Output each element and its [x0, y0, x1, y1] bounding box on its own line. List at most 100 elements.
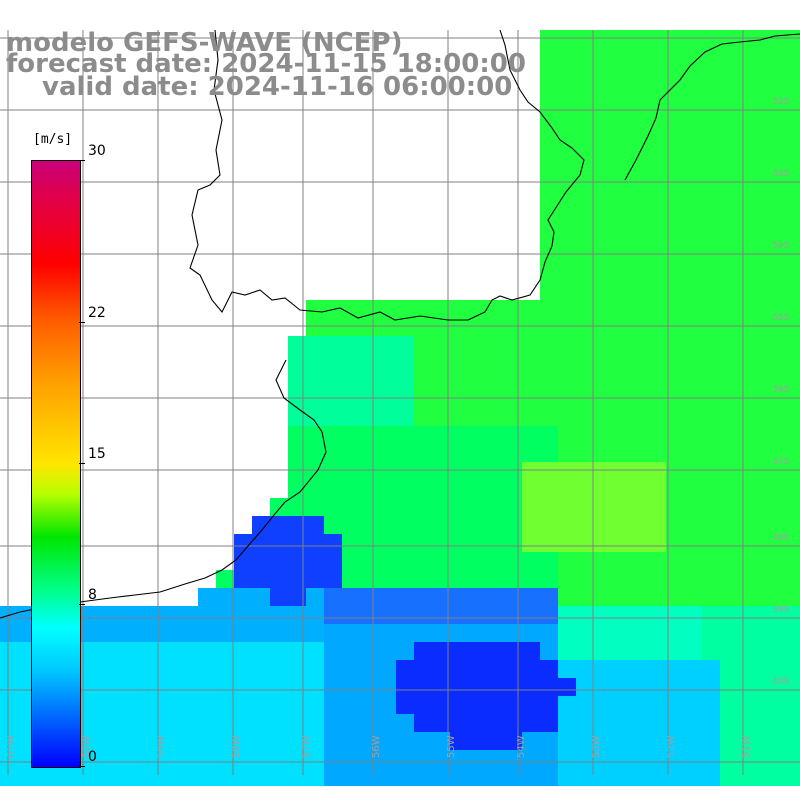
wind-cell — [162, 624, 180, 642]
wind-cell — [468, 372, 486, 390]
wind-cell — [432, 768, 450, 786]
wind-cell — [306, 588, 324, 606]
wind-cell — [504, 336, 522, 354]
wind-cell — [774, 498, 792, 516]
wind-cell — [342, 768, 360, 786]
wind-cell — [648, 696, 666, 714]
wind-cell — [630, 534, 648, 552]
wind-cell — [432, 570, 450, 588]
wind-cell — [738, 624, 756, 642]
wind-cell — [630, 570, 648, 588]
wind-cell — [558, 228, 576, 246]
latitude-label: 37S — [772, 457, 789, 467]
wind-cell — [432, 678, 450, 696]
wind-cell — [774, 588, 792, 606]
wind-cell — [594, 336, 612, 354]
wind-cell — [558, 408, 576, 426]
wind-cell — [558, 678, 576, 696]
wind-cell — [756, 102, 774, 120]
wind-cell — [756, 174, 774, 192]
wind-cell — [558, 210, 576, 228]
wind-cell — [540, 30, 558, 48]
wind-cell — [630, 588, 648, 606]
wind-cell — [684, 732, 702, 750]
wind-cell — [774, 516, 792, 534]
wind-cell — [414, 498, 432, 516]
wind-cell — [630, 606, 648, 624]
wind-cell — [774, 750, 792, 768]
wind-cell — [306, 426, 324, 444]
wind-cell — [414, 336, 432, 354]
wind-cell — [144, 606, 162, 624]
wind-cell — [450, 642, 468, 660]
wind-cell — [486, 606, 504, 624]
wind-cell — [306, 516, 324, 534]
wind-cell — [720, 210, 738, 228]
wind-cell — [378, 642, 396, 660]
wind-cell — [324, 372, 342, 390]
wind-cell — [558, 120, 576, 138]
wind-cell — [414, 408, 432, 426]
wind-cell — [414, 588, 432, 606]
wind-cell — [666, 714, 684, 732]
wind-cell — [486, 588, 504, 606]
wind-cell — [756, 552, 774, 570]
wind-cell — [684, 660, 702, 678]
wind-cell — [270, 570, 288, 588]
wind-cell — [720, 30, 738, 48]
wind-cell — [648, 444, 666, 462]
wind-cell — [306, 354, 324, 372]
wind-cell — [414, 462, 432, 480]
wind-cell — [774, 552, 792, 570]
wind-cell — [648, 336, 666, 354]
wind-cell — [540, 678, 558, 696]
wind-cell — [756, 408, 774, 426]
wind-cell — [576, 372, 594, 390]
wind-cell — [756, 282, 774, 300]
wind-cell — [324, 678, 342, 696]
wind-cell — [720, 264, 738, 282]
wind-cell — [144, 768, 162, 786]
wind-cell — [540, 624, 558, 642]
wind-cell — [522, 606, 540, 624]
wind-cell — [504, 498, 522, 516]
wind-cell — [648, 354, 666, 372]
wind-cell — [576, 354, 594, 372]
wind-cell — [288, 714, 306, 732]
wind-cell — [324, 336, 342, 354]
wind-cell — [288, 354, 306, 372]
wind-cell — [792, 156, 800, 174]
wind-cell — [252, 750, 270, 768]
wind-cell — [468, 498, 486, 516]
wind-cell — [306, 660, 324, 678]
colorbar-tick-label: 30 — [88, 143, 106, 159]
wind-cell — [504, 408, 522, 426]
wind-cell — [576, 696, 594, 714]
wind-cell — [378, 354, 396, 372]
wind-cell — [90, 660, 108, 678]
wind-cell — [432, 714, 450, 732]
wind-cell — [180, 678, 198, 696]
wind-cell — [684, 642, 702, 660]
wind-cell — [162, 750, 180, 768]
wind-cell — [720, 642, 738, 660]
wind-cell — [432, 552, 450, 570]
wind-cell — [558, 84, 576, 102]
wind-cell — [576, 30, 594, 48]
wind-cell — [378, 750, 396, 768]
wind-cell — [378, 444, 396, 462]
wind-cell — [558, 642, 576, 660]
wind-cell — [126, 732, 144, 750]
wind-cell — [450, 696, 468, 714]
wind-cell — [378, 516, 396, 534]
wind-cell — [648, 318, 666, 336]
wind-cell — [612, 300, 630, 318]
wind-cell — [162, 696, 180, 714]
wind-cell — [774, 102, 792, 120]
wind-cell — [756, 750, 774, 768]
wind-cell — [432, 660, 450, 678]
wind-cell — [774, 30, 792, 48]
latitude-label: 33S — [772, 169, 789, 179]
wind-cell — [216, 696, 234, 714]
wind-cell — [756, 678, 774, 696]
